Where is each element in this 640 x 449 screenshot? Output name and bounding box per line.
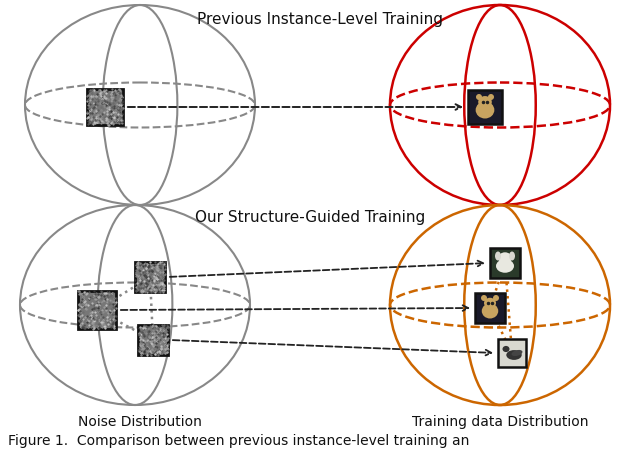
Text: Figure 1.  Comparison between previous instance-level training an: Figure 1. Comparison between previous in… <box>8 434 469 448</box>
Text: Noise Distribution: Noise Distribution <box>78 415 202 429</box>
Ellipse shape <box>495 251 501 260</box>
Ellipse shape <box>509 251 515 260</box>
Bar <box>138 325 168 355</box>
Bar <box>78 291 116 329</box>
Ellipse shape <box>506 350 522 360</box>
Bar <box>468 90 502 124</box>
Ellipse shape <box>488 94 494 100</box>
Text: Training data Distribution: Training data Distribution <box>412 415 588 429</box>
Text: Our Structure-Guided Training: Our Structure-Guided Training <box>195 210 425 225</box>
Ellipse shape <box>482 304 499 318</box>
Ellipse shape <box>502 346 509 352</box>
Ellipse shape <box>476 101 494 119</box>
Ellipse shape <box>478 96 492 108</box>
Ellipse shape <box>511 350 522 356</box>
Ellipse shape <box>476 94 482 100</box>
Bar <box>475 293 505 323</box>
Text: Previous Instance-Level Training: Previous Instance-Level Training <box>197 12 443 27</box>
Ellipse shape <box>493 295 499 301</box>
Ellipse shape <box>496 259 514 273</box>
Bar <box>490 248 520 278</box>
Bar <box>498 339 526 367</box>
Ellipse shape <box>484 298 496 308</box>
Bar <box>87 89 123 125</box>
Bar <box>135 262 165 292</box>
Ellipse shape <box>499 252 512 264</box>
Ellipse shape <box>481 295 487 301</box>
